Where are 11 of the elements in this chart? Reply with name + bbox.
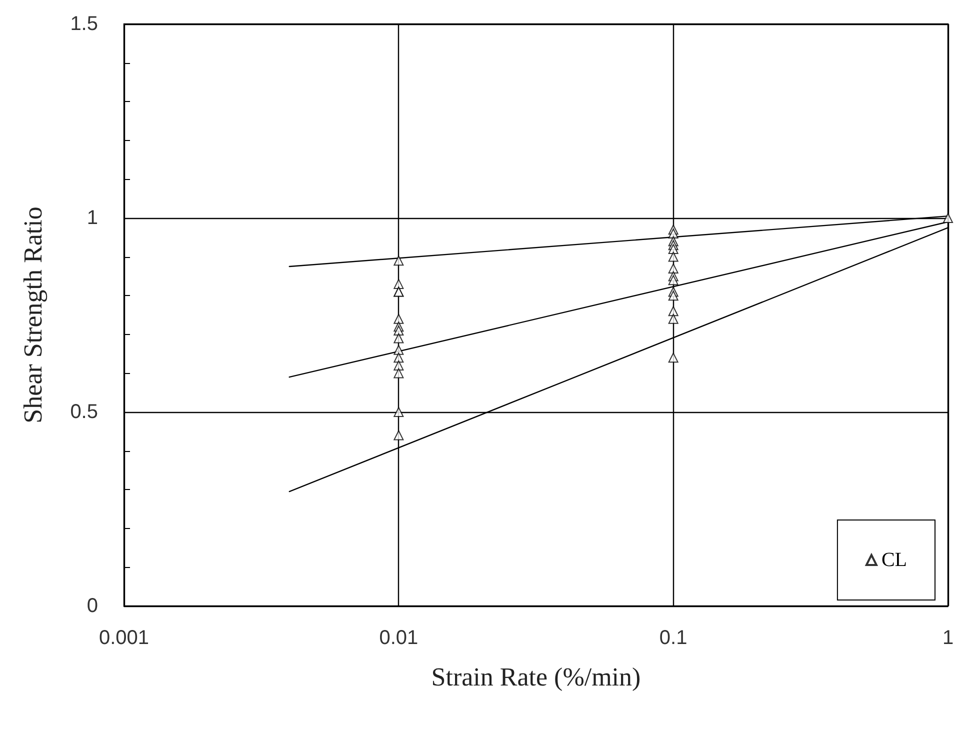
x-axis-title: Strain Rate (%/min) bbox=[431, 662, 641, 692]
legend-label: CL bbox=[881, 549, 908, 571]
y-tick-label: 1 bbox=[86, 207, 98, 229]
x-tick-label: 0.001 bbox=[98, 627, 150, 649]
y-tick-label: 0 bbox=[86, 595, 98, 617]
y-tick-label: 0.5 bbox=[70, 401, 98, 423]
x-tick-label: 0.01 bbox=[379, 627, 418, 649]
y-axis-title: Shear Strength Ratio bbox=[18, 206, 48, 424]
x-tick-label: 1 bbox=[942, 627, 954, 649]
x-tick-label: 0.1 bbox=[659, 627, 688, 649]
y-tick-label: 1.5 bbox=[70, 13, 98, 35]
